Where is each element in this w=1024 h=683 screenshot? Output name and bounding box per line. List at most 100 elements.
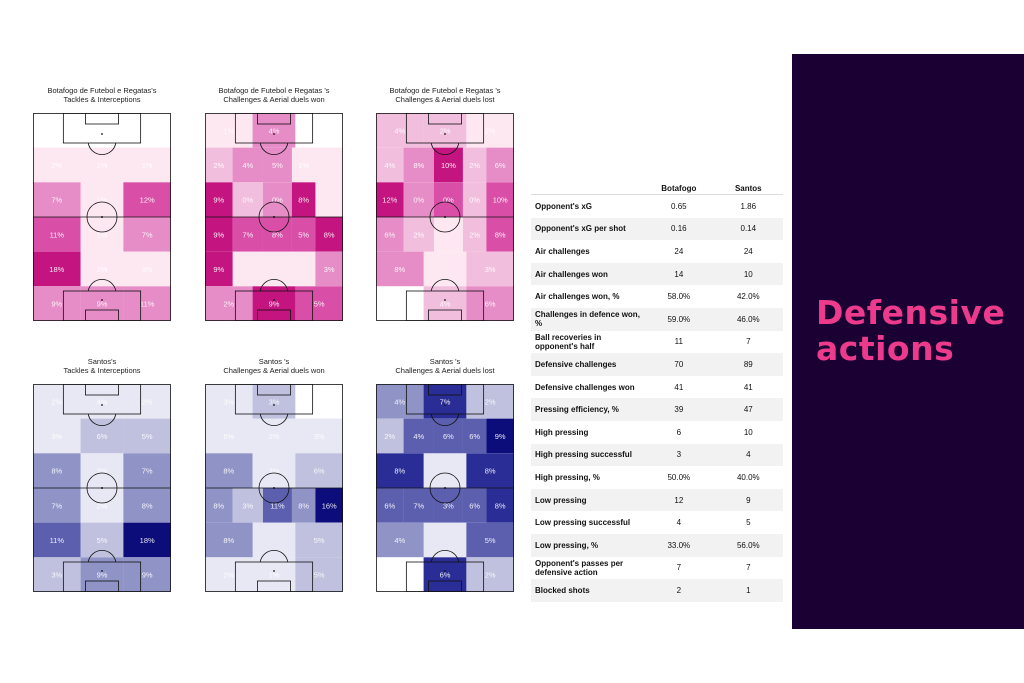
chart-title-line2: Tackles & Interceptions — [63, 366, 141, 375]
cell-value-label: 2% — [213, 161, 224, 170]
table-header-santos: Santos — [713, 182, 783, 195]
stats-table: Botafogo Santos Opponent's xG 0.65 1.86 Opp… — [531, 182, 783, 602]
cell-value-label: 1% — [394, 571, 405, 580]
heatmap-cell — [376, 384, 424, 419]
heatmap-cell — [33, 488, 81, 523]
cell-value-label: 8% — [272, 230, 283, 239]
cell-value-label: 3% — [242, 501, 253, 510]
chart-title-line1: Botafogo de Futebol e Regatas's — [47, 86, 157, 95]
cell-value-label: 4% — [440, 300, 451, 309]
heatmap-cell — [205, 384, 253, 419]
heatmap-cell — [205, 147, 233, 183]
row-label: Air challenges won, % — [535, 292, 620, 302]
heatmap-cell — [403, 488, 434, 523]
cell-value-label: 8% — [142, 501, 153, 510]
penalty-box-top — [405, 113, 485, 144]
heatmap-cell — [466, 286, 514, 321]
cell-value-label: 9% — [97, 300, 108, 309]
heatmap-cell — [376, 286, 424, 321]
center-spot — [101, 216, 103, 218]
row-label: Defensive challenges won — [535, 382, 635, 392]
cell-value-label: 16% — [322, 501, 337, 510]
row-label: Air challenges won — [531, 262, 645, 286]
table-header-row: Botafogo Santos — [531, 182, 783, 195]
cell-value-label: 2% — [384, 432, 395, 441]
heatmap-cell — [205, 251, 233, 287]
heatmap-cell — [295, 113, 343, 148]
penalty-arc-top — [259, 413, 289, 426]
cell-value-label: 8% — [213, 501, 224, 510]
cell-value-label: 0% — [314, 126, 325, 135]
cell-value-label: 6% — [223, 432, 234, 441]
heatmap-cell — [376, 488, 404, 523]
cell-value-label: 3% — [142, 265, 153, 274]
penalty-spot-top — [273, 404, 275, 406]
cell-value-label: 8% — [485, 467, 496, 476]
cell-value-label: 3% — [97, 467, 108, 476]
heatmap-cell — [376, 147, 404, 183]
center-spot — [444, 487, 446, 489]
table-row: Air challenges won 14 10 — [531, 262, 783, 286]
cell-value-label: 5% — [314, 536, 325, 545]
table-row: Pressing efficiency, % 39 47 — [531, 398, 783, 421]
heatmap-cell — [462, 217, 487, 252]
botafogo-value: 2 — [644, 579, 714, 602]
cell-value-label: 2% — [51, 397, 62, 406]
botafogo-value: 50.0% — [667, 472, 691, 482]
cell-value-label: 0% — [314, 397, 325, 406]
penalty-box-top — [234, 113, 314, 144]
heatmap-cell — [123, 217, 171, 252]
heatmap-botafogo-duels-lost: Botafogo de Futebol e Regatas 's Challen… — [376, 86, 514, 321]
cell-value-label: 8% — [298, 501, 309, 510]
heatmap-cell — [205, 418, 253, 454]
center-circle — [429, 201, 461, 233]
heatmap-cell — [205, 217, 233, 252]
botafogo-value: 58.0% — [667, 292, 691, 302]
section-title: Defensive actions — [816, 295, 1005, 367]
penalty-box-bottom — [405, 290, 485, 321]
cell-value-label: 2% — [142, 397, 153, 406]
cell-value-label: 3% — [223, 397, 234, 406]
penalty-arc-bottom — [87, 279, 117, 292]
cell-value-label: 6% — [97, 432, 108, 441]
cell-value-label: 0% — [97, 126, 108, 135]
chart-title-line2: Challenges & Aerial duels won — [223, 95, 325, 104]
row-label: Low pressing successful — [535, 518, 631, 528]
santos-value: 5 — [746, 518, 751, 528]
heatmap-cell — [291, 217, 316, 252]
center-circle — [429, 472, 461, 504]
heatmap-cell — [33, 453, 81, 488]
penalty-box-top — [234, 384, 314, 415]
table-header-label — [531, 182, 645, 195]
santos-value: 41 — [743, 382, 753, 392]
heatmap-cell — [295, 384, 343, 419]
row-label: Defensive challenges — [531, 353, 645, 376]
row-label: Opponent's passes per defensive action — [535, 558, 624, 577]
heatmap-cell — [423, 286, 467, 321]
heatmap-cell — [80, 113, 124, 148]
heatmap-cell — [33, 384, 81, 419]
heatmap-cell — [262, 217, 292, 252]
goal-box-top — [257, 113, 291, 125]
heatmap-cell — [403, 182, 434, 217]
heatmap-cell — [252, 384, 296, 419]
heatmap-cell — [423, 113, 467, 148]
center-spot — [444, 216, 446, 218]
row-label: Low pressing, % — [531, 533, 645, 557]
penalty-arc-bottom — [430, 279, 460, 292]
heatmap-cell — [123, 384, 171, 419]
cell-value-label: 2% — [394, 300, 405, 309]
heatmap-cell — [295, 453, 343, 488]
heatmap-cell — [33, 147, 81, 183]
heatmap-cell — [486, 217, 514, 252]
cell-value-label: 4% — [242, 161, 253, 170]
side-panel: Defensive actions — [792, 54, 1024, 629]
heatmap-cell — [403, 147, 434, 183]
center-circle — [258, 472, 290, 504]
penalty-arc-bottom — [430, 550, 460, 563]
penalty-box-top — [62, 113, 142, 144]
heatmap-cell — [403, 418, 434, 454]
cell-value-label: 1% — [298, 161, 309, 170]
cell-value-label: 7% — [51, 196, 62, 205]
botafogo-value: 70 — [644, 353, 714, 376]
